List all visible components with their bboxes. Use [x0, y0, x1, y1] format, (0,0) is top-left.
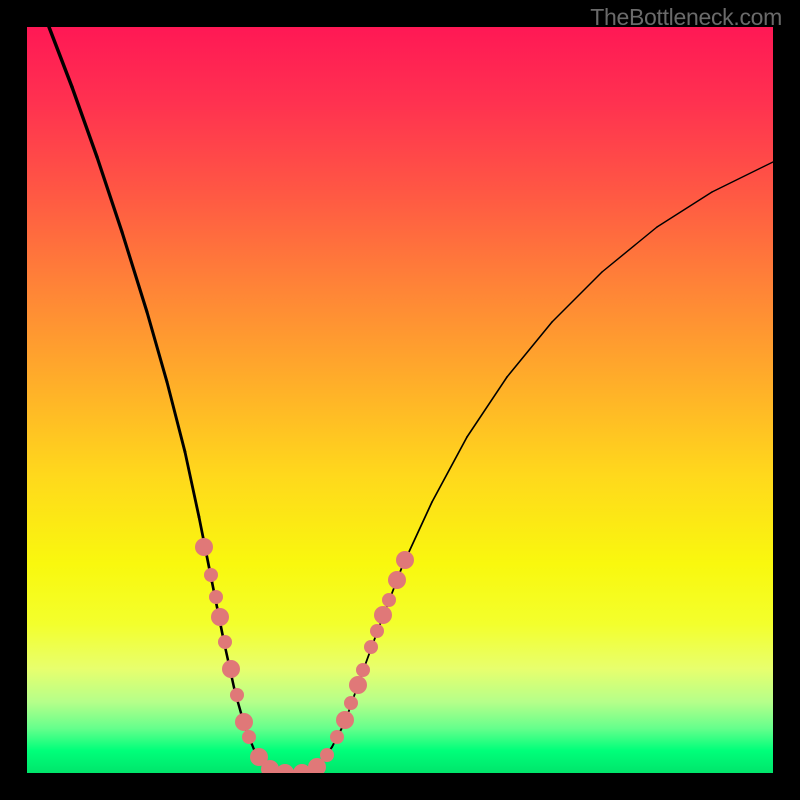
bottleneck-chart — [27, 27, 773, 773]
curve-layer — [27, 27, 773, 773]
